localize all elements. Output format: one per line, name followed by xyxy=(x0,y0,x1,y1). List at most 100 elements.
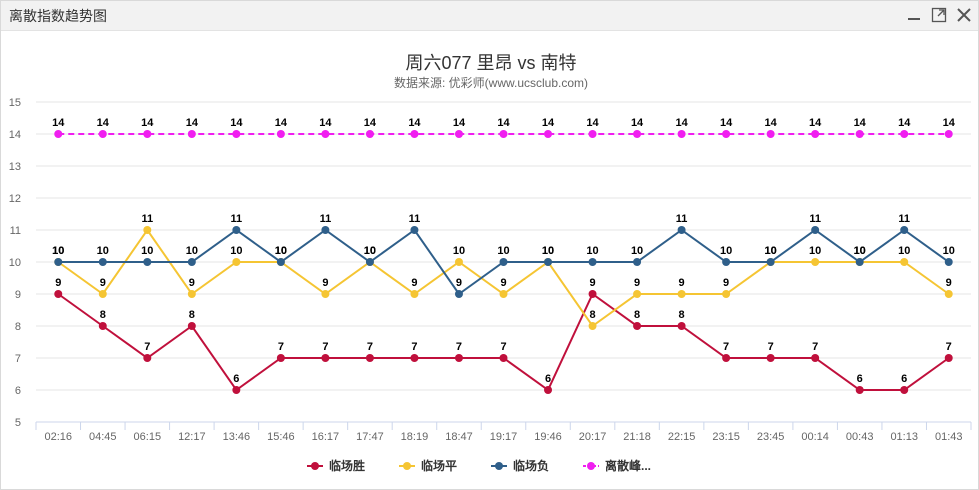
x-tick-label: 02:16 xyxy=(44,431,72,443)
data-point xyxy=(633,322,642,330)
x-tick-label: 18:47 xyxy=(445,431,473,443)
data-point xyxy=(588,322,597,330)
data-point xyxy=(677,322,686,330)
data-point xyxy=(588,130,597,138)
y-tick-label: 7 xyxy=(15,353,21,365)
legend-label: 临场负 xyxy=(513,458,549,473)
data-point xyxy=(855,130,864,138)
data-point xyxy=(811,130,820,138)
legend-item[interactable]: 临场胜 xyxy=(307,458,365,473)
data-point xyxy=(321,354,330,362)
data-point xyxy=(232,226,241,234)
data-point xyxy=(900,226,909,234)
data-point xyxy=(232,386,241,394)
data-point xyxy=(499,130,508,138)
y-tick-label: 11 xyxy=(10,225,21,237)
maximize-button[interactable] xyxy=(929,5,949,25)
y-tick-label: 13 xyxy=(9,161,21,173)
x-tick-label: 00:43 xyxy=(846,431,874,443)
data-label: 7 xyxy=(946,341,952,353)
data-point xyxy=(944,290,953,298)
x-tick-label: 17:47 xyxy=(356,431,384,443)
data-label: 8 xyxy=(589,309,595,321)
data-point xyxy=(722,258,731,266)
data-point xyxy=(143,258,152,266)
data-point xyxy=(722,130,731,138)
data-point xyxy=(811,258,820,266)
data-label: 14 xyxy=(943,117,956,129)
data-label: 10 xyxy=(364,245,376,257)
data-label: 14 xyxy=(186,117,199,129)
data-label: 6 xyxy=(857,373,863,385)
data-point xyxy=(98,322,107,330)
line-chart: 周六077 里昂 vs 南特 数据来源: 优彩师(www.ucsclub.com… xyxy=(9,53,972,473)
x-tick-label: 19:17 xyxy=(490,431,518,443)
legend-item[interactable]: 离散峰... xyxy=(583,458,651,473)
series-1: 9 8 7 8 6 7 7 7 7 7 7 6 9 8 8 7 7 7 6 6 7 xyxy=(54,277,953,394)
data-point xyxy=(410,290,419,298)
data-label: 7 xyxy=(812,341,818,353)
data-label: 10 xyxy=(230,245,242,257)
x-tick-label: 22:15 xyxy=(668,431,696,443)
data-label: 7 xyxy=(411,341,417,353)
data-label: 7 xyxy=(723,341,729,353)
data-point xyxy=(499,258,508,266)
data-label: 14 xyxy=(898,117,911,129)
data-label: 11 xyxy=(809,213,821,225)
x-tick-label: 23:15 xyxy=(712,431,740,443)
data-point xyxy=(855,258,864,266)
legend-label: 临场胜 xyxy=(329,458,365,473)
data-label: 11 xyxy=(141,213,153,225)
data-point xyxy=(232,130,241,138)
data-label: 10 xyxy=(542,245,554,257)
data-point xyxy=(811,354,820,362)
data-label: 9 xyxy=(322,277,328,289)
data-point xyxy=(588,258,597,266)
data-label: 10 xyxy=(186,245,198,257)
data-label: 7 xyxy=(144,341,150,353)
data-point xyxy=(633,290,642,298)
data-label: 14 xyxy=(97,117,110,129)
data-label: 14 xyxy=(364,117,377,129)
data-label: 7 xyxy=(500,341,506,353)
x-tick-label: 20:17 xyxy=(579,431,607,443)
data-label: 14 xyxy=(230,117,243,129)
data-label: 14 xyxy=(319,117,332,129)
data-label: 10 xyxy=(720,245,732,257)
close-button[interactable] xyxy=(954,5,974,25)
data-point xyxy=(900,258,909,266)
data-point xyxy=(544,386,553,394)
data-point xyxy=(321,130,330,138)
data-point xyxy=(321,226,330,234)
chart-subtitle: 数据来源: 优彩师(www.ucsclub.com) xyxy=(394,75,588,90)
data-point xyxy=(321,290,330,298)
data-point xyxy=(454,130,463,138)
legend-item[interactable]: 临场负 xyxy=(491,458,549,473)
data-point xyxy=(276,258,285,266)
data-label: 14 xyxy=(542,117,555,129)
maximize-icon xyxy=(931,7,947,23)
chart-title: 周六077 里昂 vs 南特 xyxy=(405,53,576,73)
data-label: 14 xyxy=(809,117,822,129)
data-label: 9 xyxy=(456,277,462,289)
legend-item[interactable]: 临场平 xyxy=(399,458,457,473)
data-label: 14 xyxy=(52,117,65,129)
x-tick-label: 16:17 xyxy=(312,431,340,443)
minimize-icon xyxy=(908,18,920,20)
data-label: 8 xyxy=(189,309,195,321)
data-label: 10 xyxy=(52,245,64,257)
x-tick-label: 04:45 xyxy=(89,431,117,443)
data-point xyxy=(722,290,731,298)
close-icon xyxy=(957,8,971,22)
data-label: 10 xyxy=(542,245,554,257)
legend-marker xyxy=(587,462,595,470)
minimize-button[interactable] xyxy=(904,5,924,25)
legend-label: 离散峰... xyxy=(605,458,651,473)
x-tick-label: 18:19 xyxy=(401,431,429,443)
data-label: 14 xyxy=(497,117,510,129)
data-label: 7 xyxy=(367,341,373,353)
data-label: 7 xyxy=(768,341,774,353)
data-label: 9 xyxy=(411,277,417,289)
